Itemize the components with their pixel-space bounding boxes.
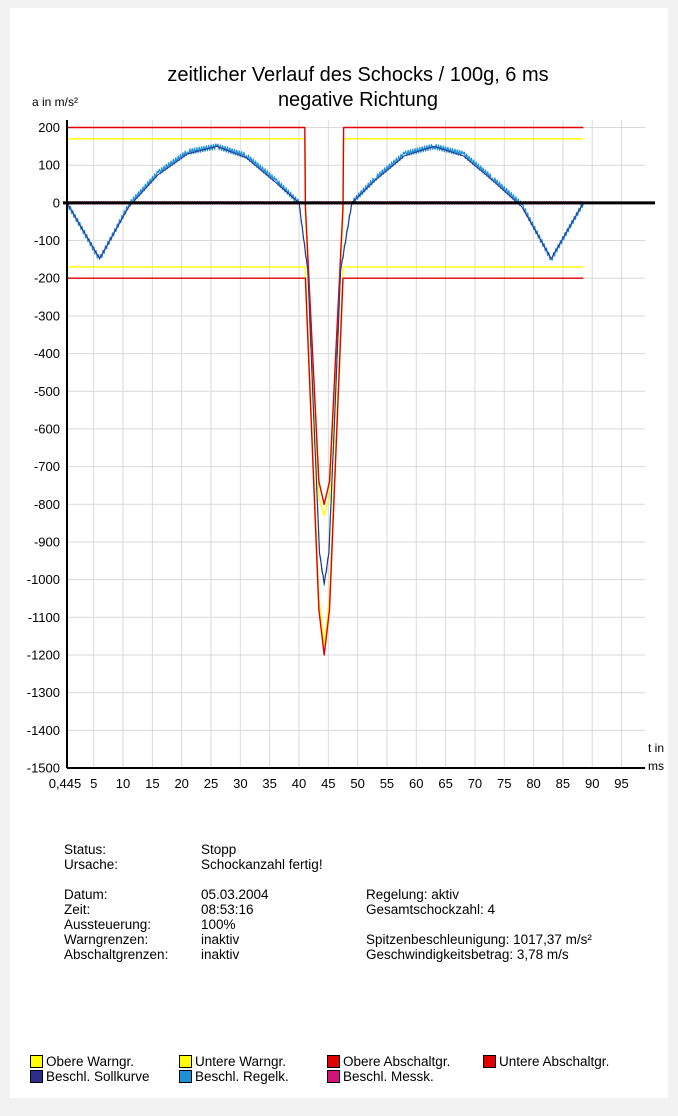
legend-item-untere-warngr: Untere Warngr. bbox=[179, 1054, 286, 1069]
aussteuerung-label: Aussteuerung: bbox=[64, 917, 152, 932]
x-tick-label: 30 bbox=[233, 776, 247, 791]
y-tick-label: -100 bbox=[34, 233, 60, 248]
legend-label: Beschl. Regelk. bbox=[195, 1069, 289, 1084]
chart-title: zeitlicher Verlauf des Schocks / 100g, 6… bbox=[167, 64, 548, 86]
y-tick-label: -600 bbox=[34, 421, 60, 436]
chart-series bbox=[66, 126, 584, 656]
y-tick-label: -800 bbox=[34, 497, 60, 512]
legend-swatch bbox=[483, 1055, 496, 1068]
x-tick-label: 95 bbox=[614, 776, 628, 791]
aussteuerung-value: 100% bbox=[201, 917, 236, 932]
y-tick-label: -1000 bbox=[27, 572, 60, 587]
legend-label: Obere Abschaltgr. bbox=[343, 1054, 451, 1069]
legend-label: Beschl. Messk. bbox=[343, 1069, 434, 1084]
x-tick-label: 60 bbox=[409, 776, 423, 791]
shock-chart: zeitlicher Verlauf des Schocks / 100g, 6… bbox=[27, 64, 664, 791]
datum-label: Datum: bbox=[64, 887, 108, 902]
warngrenzen-label: Warngrenzen: bbox=[64, 932, 149, 947]
chart-grid bbox=[66, 120, 645, 769]
status-label: Status: bbox=[64, 842, 107, 857]
x-tick-label: 25 bbox=[204, 776, 218, 791]
y-axis-label: a in m/s² bbox=[32, 95, 78, 109]
y-tick-label: -400 bbox=[34, 346, 60, 361]
y-tick-label: -1500 bbox=[27, 761, 60, 776]
regelung-text: Regelung: aktiv bbox=[366, 887, 460, 902]
x-tick-label: 65 bbox=[438, 776, 452, 791]
y-tick-label: 0 bbox=[53, 195, 60, 210]
y-tick-label: -500 bbox=[34, 384, 60, 399]
legend-label: Untere Warngr. bbox=[195, 1054, 287, 1069]
status-value: Stopp bbox=[201, 842, 237, 857]
series-line-beschl-sollkurve bbox=[66, 145, 584, 584]
x-tick-label: 0,445 bbox=[49, 776, 82, 791]
legend-item-beschl-sollkurve: Beschl. Sollkurve bbox=[30, 1069, 150, 1084]
abschaltgrenzen-value: inaktiv bbox=[201, 947, 240, 962]
x-tick-label: 35 bbox=[262, 776, 276, 791]
legend-item-obere-abschaltgr: Obere Abschaltgr. bbox=[327, 1054, 450, 1069]
x-tick-label: 90 bbox=[585, 776, 599, 791]
warngrenzen-value: inaktiv bbox=[201, 932, 240, 947]
series-line-untere-warngr- bbox=[67, 266, 584, 647]
ursache-value: Schockanzahl fertig! bbox=[201, 857, 323, 872]
x-tick-label: 40 bbox=[292, 776, 306, 791]
series-line-obere-abschaltgr- bbox=[67, 126, 584, 505]
legend-swatch bbox=[30, 1055, 43, 1068]
y-tick-label: -700 bbox=[34, 459, 60, 474]
y-tick-label: -1200 bbox=[27, 647, 60, 662]
y-tick-label: 200 bbox=[38, 120, 60, 135]
y-tick-label: -1300 bbox=[27, 685, 60, 700]
series-line-obere-warngr- bbox=[67, 138, 584, 517]
y-tick-label: -900 bbox=[34, 534, 60, 549]
legend-item-beschl-regelk: Beschl. Regelk. bbox=[179, 1069, 289, 1084]
x-tick-label: 55 bbox=[380, 776, 394, 791]
gesamtschockzahl-text: Gesamtschockzahl: 4 bbox=[366, 902, 496, 917]
x-tick-label: 20 bbox=[174, 776, 188, 791]
legend-item-beschl-messk: Beschl. Messk. bbox=[327, 1069, 434, 1084]
legend-item-untere-abschaltgr: Untere Abschaltgr. bbox=[483, 1054, 609, 1069]
spitzenbeschleunigung-text: Spitzenbeschleunigung: 1017,37 m/s² bbox=[366, 932, 592, 947]
x-tick-label: 80 bbox=[526, 776, 540, 791]
y-tick-label: -200 bbox=[34, 271, 60, 286]
legend-label: Untere Abschaltgr. bbox=[499, 1054, 610, 1069]
zeit-label: Zeit: bbox=[64, 902, 91, 917]
series-line-untere-abschaltgr- bbox=[67, 277, 584, 656]
geschwindigkeitsbetrag-text: Geschwindigkeitsbetrag: 3,78 m/s bbox=[366, 947, 569, 962]
y-tick-labels: 200 100 0 -100 -200 -300 -400 -500 -600 -700 -800 -… bbox=[27, 120, 60, 775]
x-axis-label-line2: ms bbox=[648, 759, 664, 773]
legend-label: Beschl. Sollkurve bbox=[46, 1069, 150, 1084]
x-tick-labels: 0,445 5 10 15 20 25 30 35 40 45 50 55 60 65 70 75 80 85 90… bbox=[49, 776, 629, 791]
shock-report: zeitlicher Verlauf des Schocks / 100g, 6… bbox=[10, 8, 668, 1098]
legend-swatch bbox=[30, 1070, 43, 1083]
legend-swatch bbox=[179, 1070, 192, 1083]
y-tick-label: -1100 bbox=[28, 610, 60, 625]
legend-item-obere-warngr: Obere Warngr. bbox=[30, 1054, 134, 1069]
x-tick-label: 5 bbox=[90, 776, 97, 791]
x-tick-label: 15 bbox=[145, 776, 159, 791]
zeit-value: 08:53:16 bbox=[201, 902, 254, 917]
x-axis-label-line1: t in bbox=[648, 741, 664, 755]
x-tick-label: 10 bbox=[116, 776, 130, 791]
ursache-label: Ursache: bbox=[64, 857, 119, 872]
y-tick-label: -1400 bbox=[27, 723, 60, 738]
chart-axes bbox=[63, 120, 655, 769]
y-tick-label: 100 bbox=[38, 158, 60, 173]
x-tick-label: 50 bbox=[350, 776, 364, 791]
x-tick-label: 85 bbox=[556, 776, 570, 791]
legend-swatch bbox=[327, 1070, 340, 1083]
legend-label: Obere Warngr. bbox=[46, 1054, 135, 1069]
chart-subtitle: negative Richtung bbox=[278, 89, 438, 111]
x-tick-label: 70 bbox=[468, 776, 482, 791]
x-tick-label: 75 bbox=[497, 776, 511, 791]
legend-swatch bbox=[179, 1055, 192, 1068]
series-line-beschl-regelk- bbox=[66, 143, 584, 586]
legend-swatch bbox=[327, 1055, 340, 1068]
x-tick-label: 45 bbox=[321, 776, 335, 791]
abschaltgrenzen-label: Abschaltgrenzen: bbox=[64, 947, 169, 962]
y-tick-label: -300 bbox=[34, 308, 60, 323]
datum-value: 05.03.2004 bbox=[201, 887, 269, 902]
